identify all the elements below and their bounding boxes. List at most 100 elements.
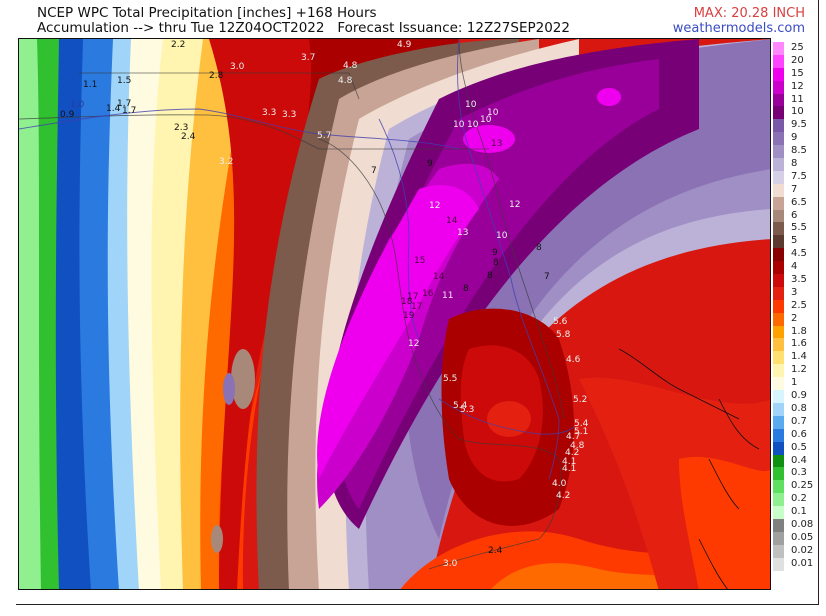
legend-item: 3 [773, 286, 819, 300]
legend-item: 10 [773, 106, 819, 120]
legend-item: 7.5 [773, 170, 819, 184]
legend-item: 12 [773, 80, 819, 94]
legend-item: 7 [773, 183, 819, 197]
map-value-label: 1.7 [122, 106, 137, 116]
legend-item: 2 [773, 312, 819, 326]
legend-item: 20 [773, 54, 819, 68]
map-value-label: 5.2 [573, 395, 588, 405]
map-value-label: 1.1 [83, 80, 98, 90]
legend-label: 5.5 [791, 222, 807, 234]
legend-item: 6 [773, 209, 819, 223]
legend-label: 15 [791, 67, 804, 79]
legend-swatch [773, 209, 784, 223]
legend-swatch [773, 390, 784, 403]
title-line-2: Accumulation --> thru Tue 12Z04OCT2022 F… [37, 20, 570, 36]
map-value-label: 8 [463, 284, 469, 294]
map-value-label: 4.2 [565, 448, 580, 458]
map-value-label: 4.0 [552, 479, 567, 489]
legend-item: 8 [773, 158, 819, 171]
legend-label: 3.5 [791, 274, 807, 286]
legend-swatch [773, 67, 784, 81]
legend-label: 11 [791, 93, 804, 105]
legend-label: 1 [791, 377, 798, 389]
map-value-label: 4.8 [343, 61, 358, 71]
legend-item: 1.6 [773, 338, 819, 352]
legend-item: 2.5 [773, 299, 819, 313]
map-value-label: 5.8 [556, 330, 571, 340]
legend-item: 0.02 [773, 544, 819, 558]
legend-item: 1 [773, 377, 819, 391]
legend-item: 0.2 [773, 493, 819, 507]
legend-swatch [773, 441, 784, 455]
legend-item: 5 [773, 235, 819, 249]
map-value-label: 10 [453, 120, 465, 130]
legend-swatch [773, 312, 784, 326]
legend-swatch [773, 531, 784, 545]
legend-label: 0.9 [791, 390, 807, 402]
legend-swatch [773, 54, 784, 68]
legend-item: 0.8 [773, 402, 819, 416]
legend-swatch [773, 286, 784, 300]
legend-label: 1.2 [791, 364, 807, 376]
map-value-label: 16 [422, 289, 434, 299]
legend-item: 0.6 [773, 428, 819, 442]
legend-swatch [773, 106, 784, 120]
legend-label: 0.7 [791, 415, 807, 427]
legend-swatch [773, 119, 784, 133]
map-value-label: 15 [414, 256, 426, 266]
map-value-label: 13 [491, 139, 503, 149]
legend-label: 0.5 [791, 441, 807, 453]
map-value-label: 5.7 [317, 131, 332, 141]
map-value-label: 1.7 [117, 99, 132, 109]
legend-label: 4.5 [791, 248, 807, 260]
legend-swatch [773, 518, 784, 532]
legend-item: 8.5 [773, 145, 819, 159]
legend-swatch [773, 222, 784, 236]
map-value-label: 1.4 [106, 104, 121, 114]
map-value-label: 10 [487, 108, 499, 118]
title-line-1: NCEP WPC Total Precipitation [inches] +1… [37, 5, 377, 21]
map-value-label: 0.9 [60, 110, 75, 120]
legend-item: 9.5 [773, 119, 819, 133]
legend-swatch [773, 338, 784, 352]
map-value-label: 14 [446, 216, 458, 226]
legend-swatch [773, 506, 784, 519]
map-value-label: 3.0 [230, 62, 245, 72]
legend-label: 9.5 [791, 119, 807, 131]
legend-item: 3.5 [773, 274, 819, 287]
legend-item: 0.1 [773, 506, 819, 519]
map-value-label: 12 [429, 201, 441, 211]
legend-item: 25 [773, 42, 819, 55]
legend-item: 4 [773, 261, 819, 275]
legend-label: 0.05 [791, 531, 814, 543]
map-value-label: 4.7 [566, 432, 581, 442]
legend-swatch [773, 196, 784, 210]
legend-label: 7 [791, 183, 798, 195]
map-value-label: 18 [401, 297, 413, 307]
map-value-label: 8 [536, 243, 542, 253]
legend-swatch [773, 274, 784, 287]
site-credit-link[interactable]: weathermodels.com [672, 21, 805, 36]
legend-swatch [773, 235, 784, 249]
color-legend: 25 20 15 12 11 10 9.5 9 8.5 8 7.5 7 6.5 6 5.5 5 4.5 4 3.5 3… [773, 42, 819, 571]
map-value-label: 1.0 [70, 100, 85, 110]
legend-swatch [773, 377, 784, 391]
legend-swatch [773, 145, 784, 159]
legend-swatch [773, 402, 784, 416]
legend-item: 0.5 [773, 441, 819, 455]
map-value-label: 11 [442, 291, 454, 301]
legend-swatch [773, 480, 784, 494]
map-value-label: 12 [408, 339, 420, 349]
legend-label: 6 [791, 209, 798, 221]
map-value-label: 4.8 [570, 441, 585, 451]
map-value-label: 5.5 [443, 374, 458, 384]
legend-swatch [773, 299, 784, 313]
map-value-label: 3.3 [262, 108, 277, 118]
map-value-label: 4.1 [562, 457, 577, 467]
legend-item: 1.8 [773, 325, 819, 339]
map-value-label: 4.6 [566, 355, 581, 365]
legend-swatch [773, 183, 784, 197]
map-value-label: 17 [407, 292, 419, 302]
map-value-label: 5.4 [453, 401, 468, 411]
legend-swatch [773, 80, 784, 94]
